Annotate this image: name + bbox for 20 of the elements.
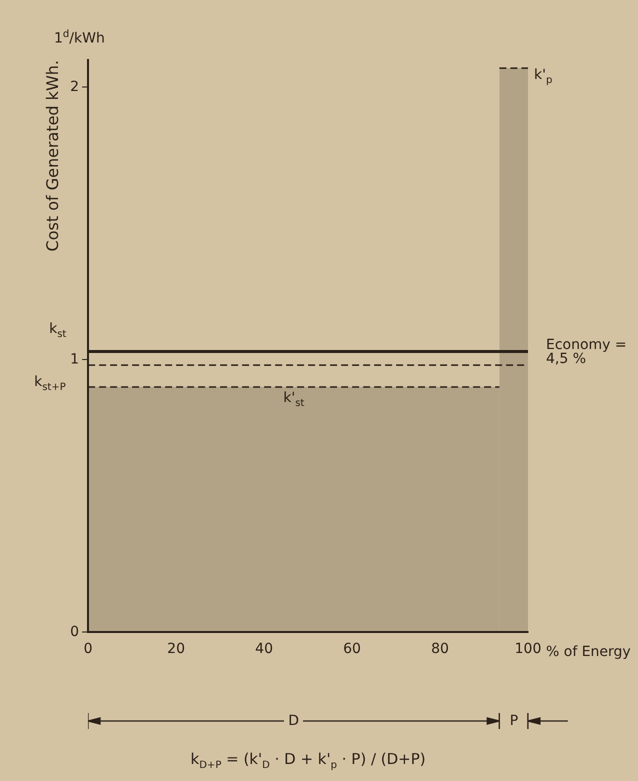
y-tick-label: 1 <box>70 351 80 368</box>
x-tick-label: 80 <box>431 641 449 658</box>
x-tick-label: 100 <box>514 641 542 658</box>
text: D <box>284 713 304 729</box>
x-tick-label: 20 <box>167 641 185 658</box>
text: k$_{D+P}$ = (k'$_{D}$ · D + k'$_{p}$ · P) / (D+P) <box>190 750 426 770</box>
text: 1$^{d}$/kWh <box>54 29 105 47</box>
series-label: k$_{st}$ <box>49 320 66 340</box>
x-axis-title: % of Energy <box>546 644 631 660</box>
x-tick-label: 40 <box>255 641 273 658</box>
series-label: k$_{st+P}$ <box>34 374 66 393</box>
text: Economy = 4,5 % <box>546 336 628 367</box>
series-label: k'$_{p}$ <box>534 67 552 86</box>
y-tick-label: 0 <box>70 624 80 640</box>
text: P <box>510 713 518 729</box>
x-tick-label: 60 <box>343 641 361 658</box>
series-label: k'$_{st}$ <box>283 390 304 409</box>
y-axis-title: Cost of Generated kWh. <box>42 60 62 252</box>
y-tick-label: 2 <box>70 78 80 95</box>
x-tick-label: 0 <box>84 641 93 658</box>
